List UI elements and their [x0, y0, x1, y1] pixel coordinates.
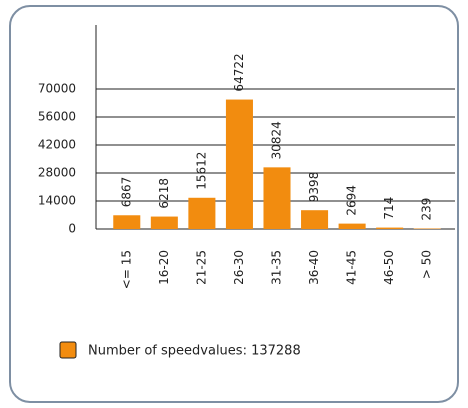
legend-swatch	[59, 341, 77, 359]
data-label: 6218	[157, 178, 171, 209]
data-label: 239	[420, 198, 434, 221]
bar	[301, 210, 329, 229]
x-tick-label: 36-40	[307, 250, 321, 285]
y-tick-label: 14000	[38, 194, 76, 208]
data-label: 9398	[307, 172, 321, 203]
data-label: 2694	[345, 185, 359, 216]
y-tick-label: 28000	[38, 166, 76, 180]
data-label: 64722	[232, 53, 246, 91]
bar	[113, 215, 141, 229]
bar	[263, 167, 291, 229]
x-tick-label: 21-25	[194, 250, 208, 285]
bar	[225, 99, 253, 229]
x-tick-label: 16-20	[157, 250, 171, 285]
x-tick-label: 46-50	[382, 250, 396, 285]
legend-label: Number of speedvalues: 137288	[88, 344, 301, 359]
y-tick-label: 0	[68, 222, 76, 236]
y-tick-label: 70000	[38, 82, 76, 96]
data-label: 6867	[119, 177, 133, 208]
y-tick-label: 42000	[38, 138, 76, 152]
x-tick-label: <= 15	[119, 250, 133, 289]
bar	[376, 227, 404, 229]
x-tick-label: 41-45	[345, 250, 359, 285]
data-label: 714	[382, 197, 396, 220]
x-tick-label: 26-30	[232, 250, 246, 285]
bar	[150, 216, 178, 229]
bar	[338, 223, 366, 229]
x-tick-label: 31-35	[270, 250, 284, 285]
bar	[188, 197, 216, 229]
x-tick-label: > 50	[420, 250, 434, 279]
data-label: 30824	[270, 121, 284, 159]
data-label: 15612	[194, 152, 208, 190]
y-tick-label: 56000	[38, 110, 76, 124]
